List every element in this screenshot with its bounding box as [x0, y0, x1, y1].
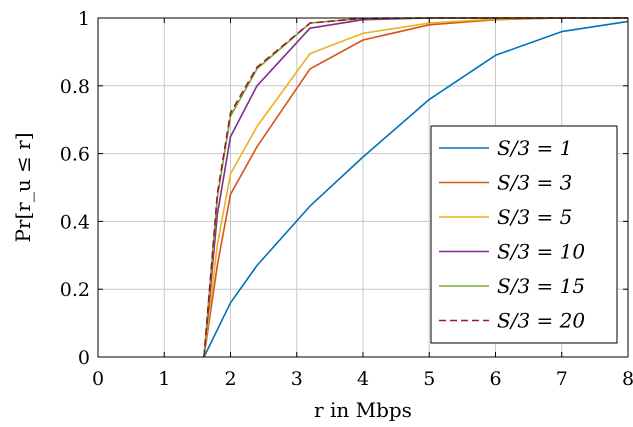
legend: S/3 = 1 S/3 = 3 S/3 = 5 S/3 = 10 S/3 = 15 S/3…: [430, 125, 618, 344]
y-tick-label: 0.2: [60, 279, 90, 301]
legend-box: [430, 125, 618, 344]
x-tick-label: 6: [489, 368, 501, 390]
x-tick-label: 5: [423, 368, 435, 390]
x-tick-label: 0: [92, 368, 104, 390]
legend-label: S/3 = 3: [497, 171, 572, 195]
y-tick-label: 0.6: [60, 144, 90, 166]
y-tick-label: 0.4: [60, 211, 90, 233]
x-axis-label: r in Mbps: [314, 398, 412, 422]
legend-label: S/3 = 5: [497, 205, 572, 229]
x-tick-label: 7: [556, 368, 568, 390]
y-tick-label: 0.8: [60, 76, 90, 98]
legend-label: S/3 = 1: [497, 136, 572, 160]
legend-label: S/3 = 20: [497, 309, 585, 333]
series-line-1: [203, 20, 629, 358]
legend-label: S/3 = 15: [497, 274, 585, 298]
x-tick-label: 3: [291, 368, 303, 390]
legend-label: S/3 = 10: [497, 240, 585, 264]
x-tick-label: 8: [622, 368, 633, 390]
y-tick-label: 0: [78, 347, 90, 369]
x-tick-label: 4: [357, 368, 369, 390]
tick-labels: 0 1 2 3 4 5 6 7 8 0 0.2 0.4 0.6 0.8 1: [60, 8, 633, 390]
x-tick-label: 2: [224, 368, 236, 390]
y-axis-label: Pr[r_u ≤ r]: [11, 132, 35, 242]
axis-ticks: [97, 17, 629, 358]
y-tick-label: 1: [78, 8, 90, 30]
x-tick-label: 1: [158, 368, 170, 390]
